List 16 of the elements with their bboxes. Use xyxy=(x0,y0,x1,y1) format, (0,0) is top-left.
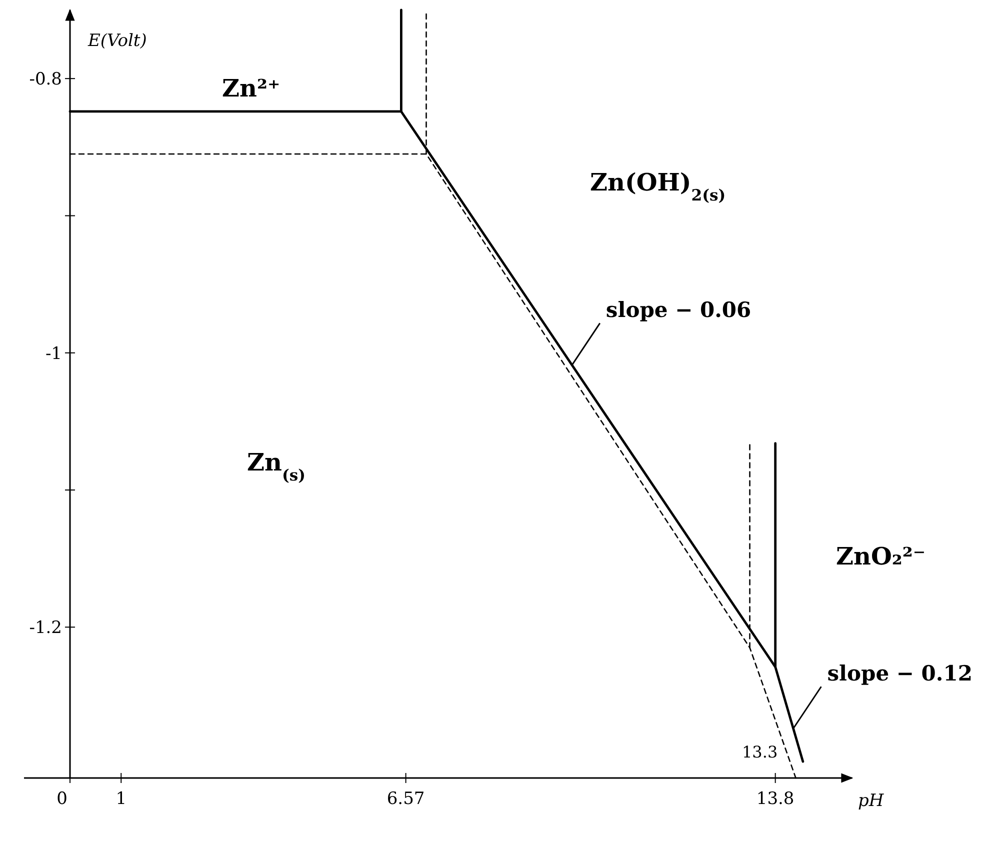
annotation: slope − 0.12 xyxy=(827,660,972,686)
x-tick-label: 0 xyxy=(56,789,68,809)
y-tick-label: -1 xyxy=(45,344,62,364)
x-tick-label: 1 xyxy=(116,789,127,809)
annotation: slope − 0.06 xyxy=(606,297,752,322)
annotation: Zn$_{(s)}$ xyxy=(247,447,306,484)
y-axis-title: E(Volt) xyxy=(87,31,147,51)
x-axis-title: pH xyxy=(858,791,885,811)
annotation: ZnO₂²⁻ xyxy=(836,541,926,570)
annotation: Zn²⁺ xyxy=(222,73,280,102)
y-tick-label: -1.2 xyxy=(29,618,62,638)
y-tick-label: -0.8 xyxy=(29,70,62,90)
x-tick-label: 6.57 xyxy=(386,789,425,809)
x-tick-label: 13.8 xyxy=(756,789,794,809)
annotation: Zn(OH)$_{2(s)}$ xyxy=(590,167,726,204)
annotation: 13.3 xyxy=(742,742,778,762)
